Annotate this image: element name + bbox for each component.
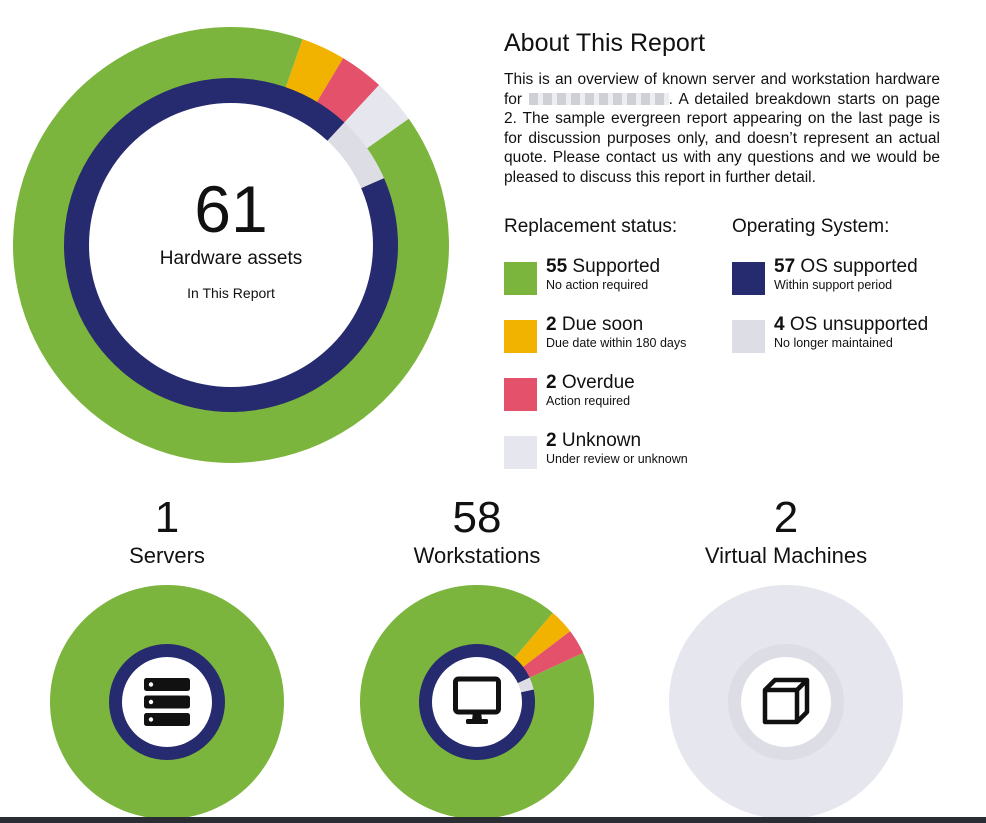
legend-swatch-due-soon (504, 320, 537, 353)
legend-label: Supported (572, 256, 661, 277)
legend-item-supported: 55 Supported No action required (504, 256, 688, 314)
operating-system-legend: Operating System: 57 OS supported Within… (732, 216, 928, 372)
legend-sublabel: Due date within 180 days (546, 336, 687, 350)
page-bottom-bar (0, 817, 986, 823)
legend-sublabel: No action required (546, 278, 649, 292)
legend-count: 2 (546, 372, 557, 393)
monitor-icon (453, 676, 501, 724)
legend-count: 2 (546, 314, 557, 335)
replacement-status-legend: Replacement status: 55 Supported No acti… (504, 216, 688, 488)
legend-item-unknown: 2 Unknown Under review or unknown (504, 430, 688, 488)
workstations-label: Workstations (414, 543, 541, 568)
legend-swatch-os-unsupported (732, 320, 765, 353)
main-total-value: 61 (194, 172, 267, 246)
legend-swatch-unknown (504, 436, 537, 469)
legend-item-due-soon: 2 Due soon Due date within 180 days (504, 314, 688, 372)
legend-count: 55 (546, 256, 568, 277)
about-text-start: This is an overview of known server and … (504, 71, 940, 108)
legend-item-os-supported: 57 OS supported Within support period (732, 256, 928, 314)
legend-swatch-os-supported (732, 262, 765, 295)
legend-sublabel: No longer maintained (774, 336, 893, 350)
servers-label: Servers (129, 543, 205, 568)
legend-label: OS unsupported (789, 314, 929, 335)
legend-sublabel: Action required (546, 394, 631, 408)
legend-label: Due soon (561, 314, 644, 335)
legend-item-overdue: 2 Overdue Action required (504, 372, 688, 430)
main-donut-chart (12, 26, 449, 464)
workstations-donut-chart (360, 585, 594, 819)
virtual-machines-donut-chart (669, 585, 903, 819)
legend-count: 4 (774, 314, 785, 335)
workstations-count: 58 (453, 493, 502, 542)
donut-center (741, 657, 831, 747)
server-icon (144, 678, 190, 726)
legend-item-os-unsupported: 4 OS unsupported No longer maintained (732, 314, 928, 372)
legend-count: 57 (774, 256, 796, 277)
virtual-machines-count: 2 (774, 493, 798, 542)
servers-count: 1 (155, 493, 179, 542)
operating-system-title: Operating System: (732, 216, 890, 237)
about-text-end: . A detailed breakdown starts on page 2.… (504, 90, 940, 186)
legend-label: Overdue (561, 372, 635, 393)
replacement-status-title: Replacement status: (504, 216, 678, 237)
about-section: About This Report This is an overview of… (504, 28, 940, 188)
virtual-machines-label: Virtual Machines (705, 543, 867, 568)
legend-swatch-overdue (504, 378, 537, 411)
legend-sublabel: Under review or unknown (546, 452, 688, 466)
donut-center (432, 657, 522, 747)
legend-swatch-supported (504, 262, 537, 295)
main-total-sublabel: In This Report (187, 285, 275, 301)
cube-icon (762, 677, 810, 725)
donut-center (89, 103, 373, 387)
legend-label: OS supported (800, 256, 918, 277)
legend-label: Unknown (561, 430, 642, 451)
about-title: About This Report (504, 29, 706, 57)
legend-count: 2 (546, 430, 557, 451)
legend-sublabel: Within support period (774, 278, 893, 292)
redacted-client-name (528, 92, 669, 105)
about-description: This is an overview of known server and … (504, 70, 940, 188)
main-total-label: Hardware assets (160, 248, 303, 269)
